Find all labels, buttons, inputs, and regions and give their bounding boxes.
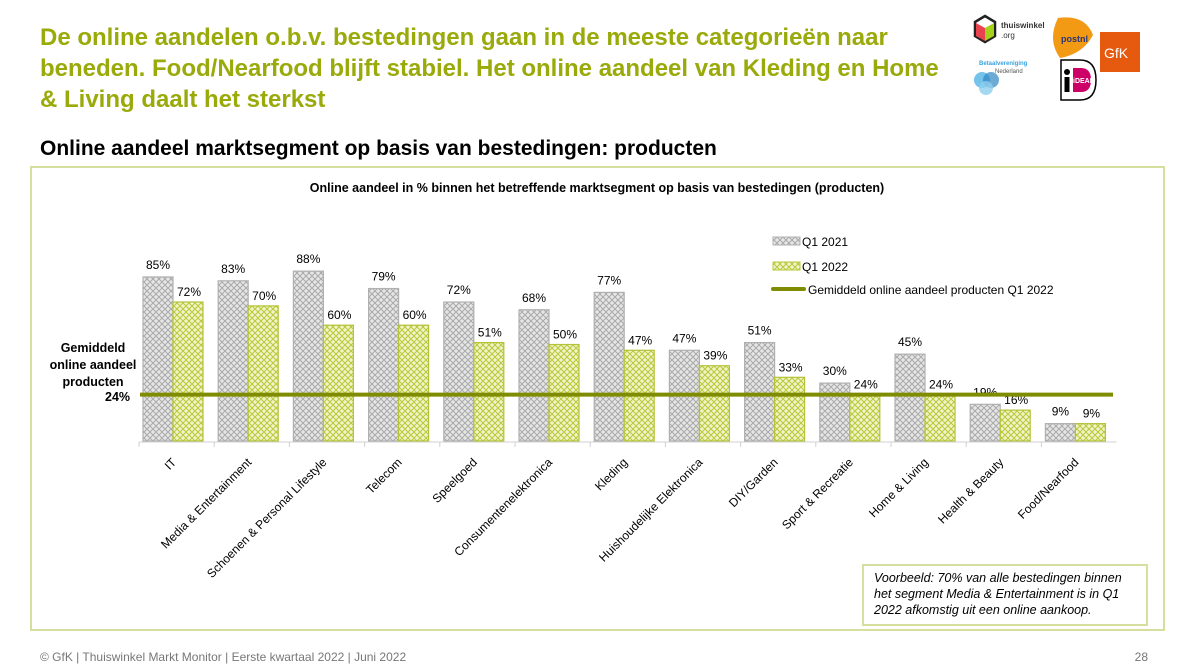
headline: De online aandelen o.b.v. bestedingen ga… [40,24,939,113]
x-tick-label: Home & Living [866,455,931,520]
example-note: Voorbeeld: 70% van alle bestedingen binn… [862,564,1148,626]
data-label: 50% [553,328,577,342]
bar-q1-2021 [217,280,249,442]
page-number: 28 [1134,650,1148,664]
data-label: 30% [823,364,847,378]
x-tick-label: Schoenen & Personal Lifestyle [204,455,330,581]
bar-q1-2021 [368,287,400,442]
bar-q1-2021 [1044,423,1077,442]
x-tick-label: DIY/Garden [726,455,781,510]
bar-q1-2021 [743,341,776,442]
bar-q1-2022 [924,394,956,442]
nederland-text: Nederland [995,69,1023,75]
bar-q1-2021 [518,309,550,442]
data-label: 47% [628,333,652,347]
x-tick-label: Health & Beauty [935,455,1006,526]
x-tick-label: IT [162,455,180,473]
chart-title: Online aandeel in % binnen het betreffen… [310,181,884,195]
data-label: 79% [372,270,396,284]
x-tick-label: Telecom [363,455,404,496]
data-label: 51% [478,326,502,340]
bar-q1-2021 [969,403,1001,442]
legend-swatch-q1-2021 [772,236,801,246]
average-label-line: online aandeel [49,358,137,372]
data-label: 39% [703,349,727,363]
data-label: 60% [403,308,427,322]
data-label: 83% [221,262,245,276]
bar-q1-2022 [698,365,731,442]
betaalvereniging-text: Betaalvereniging [979,61,1028,67]
average-value: 24% [105,390,131,404]
average-label-line: producten [62,375,124,389]
legend-swatch-q1-2022 [772,261,801,271]
chart-frame [30,166,1165,631]
gfk-text: GfK [1104,45,1129,61]
data-label: 9% [1083,407,1101,421]
data-label: 77% [597,273,621,287]
x-tick-label: Food/Nearfood [1015,455,1082,522]
data-label: 19% [973,385,997,399]
bar-q1-2022 [849,394,881,442]
legend-label-q1-2022: Q1 2022 [802,260,848,274]
bar-q1-2022 [473,341,505,442]
data-label: 47% [672,331,696,345]
data-label: 70% [252,289,276,303]
bar-q1-2022 [1074,423,1107,442]
bar-q1-2022 [172,301,204,442]
bar-q1-2022 [398,324,430,442]
bar-q1-2021 [443,301,475,442]
data-label: 33% [779,360,803,374]
betaalvereniging-logo: Betaalvereniging Nederland [974,61,1028,95]
data-label: 85% [146,258,170,272]
postnl-text: postnl [1061,34,1088,44]
data-label: 72% [447,283,471,297]
thuiswinkel-org-text: .org [1001,31,1015,40]
bar-q1-2021 [593,291,625,442]
footer-text: © GfK | Thuiswinkel Markt Monitor | Eers… [40,650,407,664]
ideal-logo: iDEAL [1060,59,1097,101]
section-subtitle: Online aandeel marktsegment op basis van… [40,137,717,160]
bar-q1-2021 [819,382,851,442]
bar-q1-2022 [999,409,1031,442]
legend-label-average: Gemiddeld online aandeel producten Q1 20… [808,283,1054,297]
thuiswinkel-logo: thuiswinkel .org [973,14,1045,44]
bar-q1-2022 [247,305,279,442]
bar-q1-2022 [322,324,354,442]
data-label: 24% [854,378,878,392]
gfk-logo: GfK [1100,32,1140,72]
logo-group: thuiswinkel .org postnl GfK Betaalvereni… [965,10,1185,105]
bar-q1-2022 [773,376,806,442]
x-tick-label: Kleding [592,455,630,493]
data-label: 24% [929,378,953,392]
ideal-text: iDEAL [1073,78,1095,85]
thuiswinkel-text: thuiswinkel [1001,21,1045,30]
bar-q1-2021 [292,270,324,442]
data-label: 9% [1052,405,1070,419]
data-label: 51% [748,324,772,338]
postnl-logo: postnl [1052,17,1093,58]
average-label-line: Gemiddeld [60,341,126,355]
bar-q1-2021 [142,276,174,442]
average-label: Gemiddeld online aandeel producten [36,340,150,391]
data-label: 68% [522,291,546,305]
data-label: 88% [296,252,320,266]
x-tick-label: Sport & Recreatie [779,455,856,532]
legend: Q1 2021 Q1 2022 Gemiddeld online aandeel… [771,235,1054,297]
x-tick-label: Speelgoed [429,455,479,505]
bar-q1-2021 [894,353,926,442]
data-label: 45% [898,335,922,349]
data-label: 72% [177,285,201,299]
legend-label-q1-2021: Q1 2021 [802,235,848,249]
data-label: 60% [327,308,351,322]
